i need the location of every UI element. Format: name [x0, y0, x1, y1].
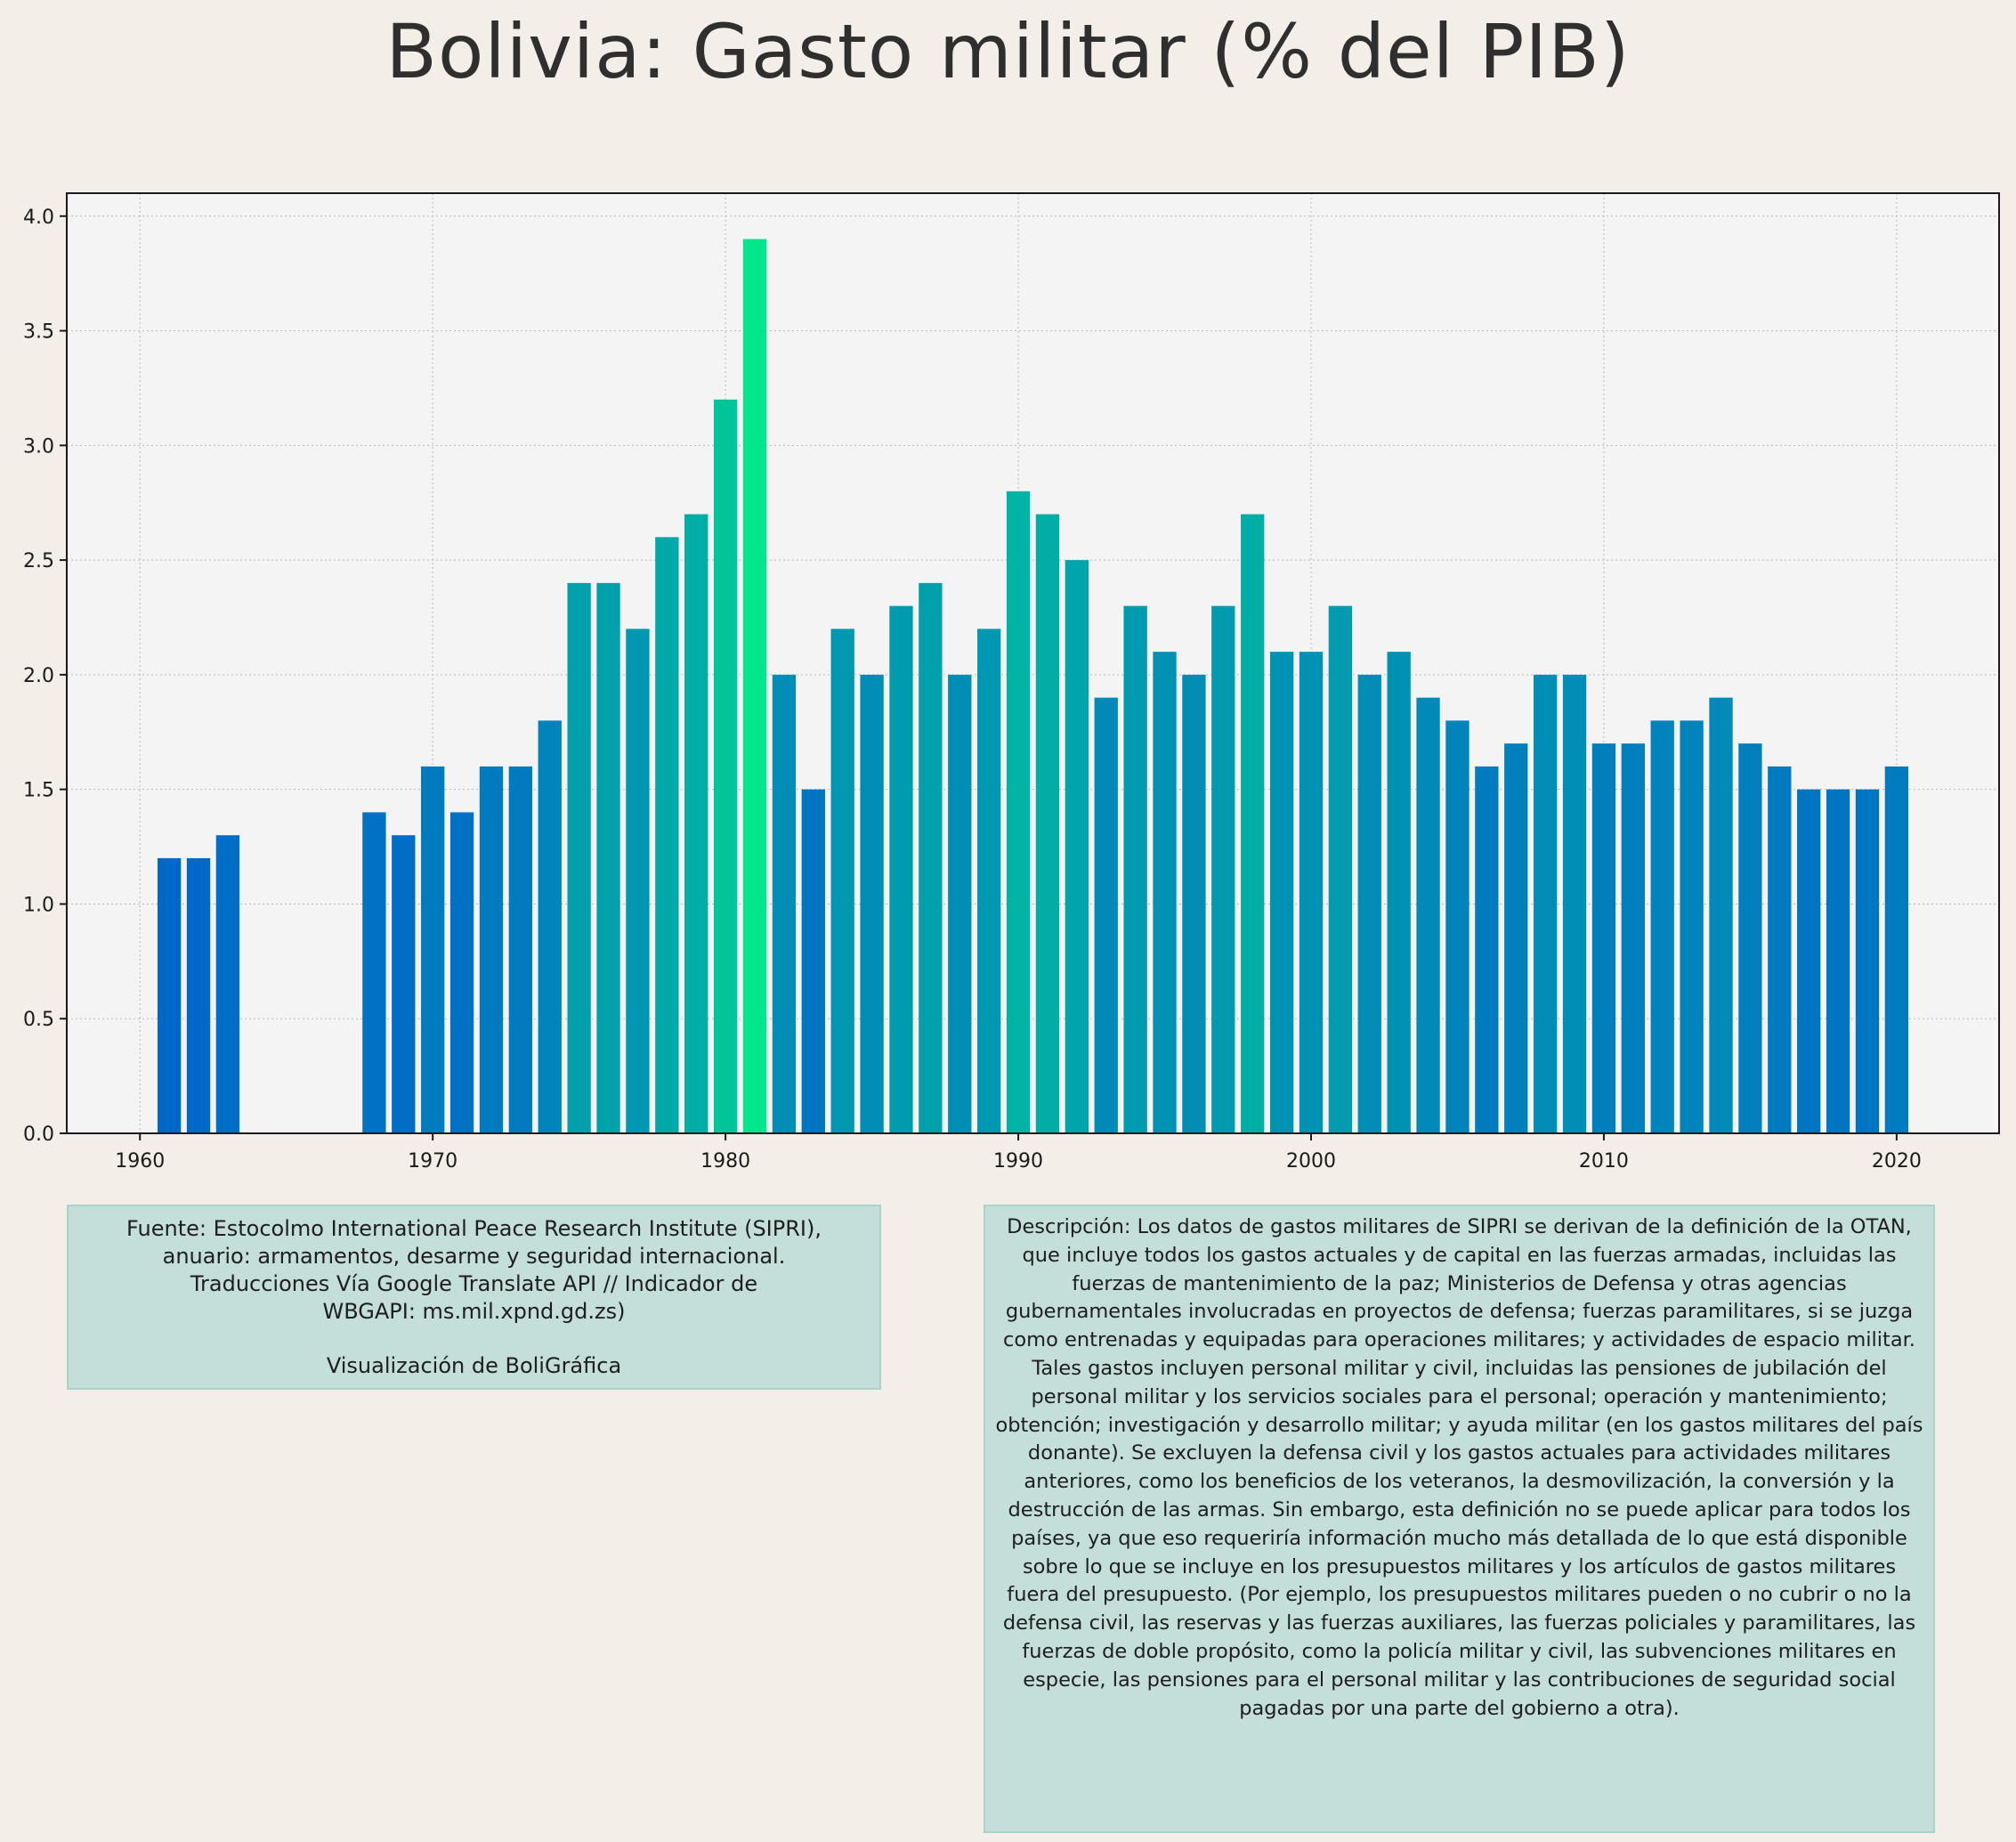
bar-2003 — [1387, 652, 1411, 1133]
bar-1978 — [655, 537, 679, 1133]
y-tick-label: 0.0 — [23, 1124, 54, 1146]
x-tick-label: 1960 — [115, 1150, 165, 1173]
bar-1981 — [742, 239, 767, 1133]
bar-1969 — [392, 835, 416, 1133]
bar-2015 — [1738, 743, 1762, 1133]
x-tick-label: 1980 — [700, 1150, 750, 1173]
y-tick-label: 3.0 — [23, 435, 54, 458]
axes: 0.0 0.5 1.0 1.5 2.0 2.5 3.0 3.5 4.0 1960 1970 1980 1… — [23, 207, 1922, 1173]
source-line: anuario: armamentos, desarme y seguridad… — [162, 1244, 786, 1269]
bar-2020 — [1884, 766, 1909, 1133]
bar-1992 — [1065, 560, 1089, 1133]
bar-1963 — [215, 835, 240, 1133]
y-tick-label: 1.5 — [23, 780, 54, 802]
source-note: Fuente: Estocolmo International Peace Re… — [67, 1205, 881, 1390]
bar-1994 — [1123, 605, 1147, 1133]
plot-frame — [66, 192, 2000, 1134]
x-tick-label: 2020 — [1872, 1150, 1922, 1173]
bar-2017 — [1797, 789, 1821, 1133]
bar-2007 — [1504, 743, 1528, 1133]
bar-2011 — [1621, 743, 1645, 1133]
bar-2002 — [1357, 674, 1381, 1133]
y-tick-label: 3.5 — [23, 321, 54, 344]
bar-2010 — [1591, 743, 1616, 1133]
bar-1997 — [1211, 605, 1235, 1133]
bar-1989 — [977, 629, 1001, 1133]
bar-1983 — [801, 789, 825, 1133]
bar-1971 — [449, 812, 474, 1133]
x-tick-label: 1970 — [408, 1150, 457, 1173]
x-tick-label: 2000 — [1286, 1150, 1336, 1173]
bar-1975 — [567, 582, 591, 1133]
bar-2019 — [1855, 789, 1880, 1133]
bar-1993 — [1094, 697, 1118, 1133]
bar-1985 — [860, 674, 884, 1133]
source-line: Fuente: Estocolmo International Peace Re… — [126, 1216, 822, 1241]
bar-1973 — [508, 766, 533, 1133]
bar-1990 — [1006, 491, 1031, 1133]
bar-2006 — [1475, 766, 1499, 1133]
bar-1991 — [1035, 514, 1060, 1133]
bar-1987 — [919, 582, 943, 1133]
bar-2014 — [1709, 697, 1733, 1133]
bar-1986 — [889, 605, 913, 1133]
bar-1999 — [1269, 652, 1294, 1133]
bar-2005 — [1445, 720, 1469, 1133]
plot-area — [67, 193, 1999, 1133]
bar-2000 — [1299, 652, 1324, 1133]
y-tick-label: 2.5 — [23, 550, 54, 572]
y-tick-label: 2.0 — [23, 665, 54, 687]
bar-1996 — [1182, 674, 1206, 1133]
chart-title: Bolivia: Gasto militar (% del PIB) — [385, 8, 1631, 95]
bar-2012 — [1650, 720, 1674, 1133]
bar-1972 — [479, 766, 504, 1133]
bar-1998 — [1241, 514, 1265, 1133]
bar-1979 — [684, 514, 708, 1133]
bar-1982 — [772, 674, 797, 1133]
source-line: WBGAPI: ms.mil.xpnd.gd.zs) — [322, 1299, 626, 1324]
bar-1980 — [713, 399, 738, 1133]
bar-2008 — [1533, 674, 1558, 1133]
x-tick-label: 2010 — [1579, 1150, 1629, 1173]
bar-1962 — [186, 857, 211, 1133]
bars — [157, 239, 1909, 1133]
bar-1984 — [830, 629, 854, 1133]
bar-2009 — [1562, 674, 1587, 1133]
bar-1977 — [626, 629, 650, 1133]
bar-1961 — [157, 857, 182, 1133]
bar-2013 — [1680, 720, 1704, 1133]
y-tick-label: 4.0 — [23, 207, 54, 229]
bar-1968 — [362, 812, 386, 1133]
y-tick-label: 0.5 — [23, 1009, 54, 1031]
bar-1974 — [538, 720, 562, 1133]
x-tick-label: 1990 — [993, 1150, 1043, 1173]
source-line: Traducciones Vía Google Translate API //… — [190, 1271, 758, 1296]
bar-2004 — [1416, 697, 1440, 1133]
bar-1988 — [948, 674, 972, 1133]
bar-2001 — [1328, 605, 1353, 1133]
bar-2016 — [1768, 766, 1792, 1133]
bar-1970 — [421, 766, 445, 1133]
bar-chart: 0.0 0.5 1.0 1.5 2.0 2.5 3.0 3.5 4.0 1960 1970 1980 1… — [23, 192, 2000, 1173]
description-note: Descripción: Los datos de gastos militar… — [984, 1205, 1935, 1833]
bar-2018 — [1826, 789, 1850, 1133]
visualization-credit: Visualización de BoliGráfica — [326, 1353, 622, 1378]
y-tick-label: 1.0 — [23, 894, 54, 916]
bar-1976 — [596, 582, 620, 1133]
bar-1995 — [1153, 652, 1177, 1133]
